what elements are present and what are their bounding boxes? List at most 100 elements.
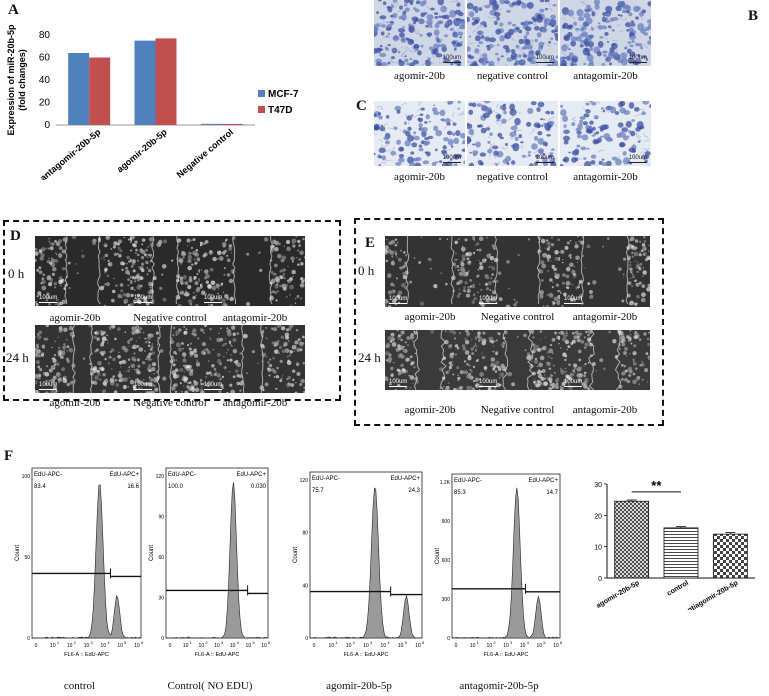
flow-xlabel: FL6-A :: EdU-APC bbox=[344, 652, 389, 658]
panel-d-frame bbox=[3, 220, 341, 401]
flow-plot-frame bbox=[451, 473, 561, 639]
flow-xtick: 10 bbox=[487, 643, 493, 649]
flow-xlabel: FL6-A :: EdU-APC bbox=[484, 652, 529, 658]
flow-xtick: 10 bbox=[415, 643, 421, 649]
wound-d-caption: Negative control bbox=[133, 312, 207, 324]
wound-d-0-2-image: 100um bbox=[200, 236, 305, 306]
wound-e-caption: agomir-20b bbox=[404, 404, 456, 416]
chart-f-bar bbox=[712, 533, 748, 579]
micro-b-2-image: 100um bbox=[560, 0, 651, 66]
chart-a-ytick: 60 bbox=[39, 53, 51, 64]
panel-e-row-0h: 0 h bbox=[358, 263, 375, 278]
flow-xtick-exp: 2 bbox=[205, 640, 208, 645]
flow-ytick: 50 bbox=[24, 555, 30, 561]
flow-xtick-exp: 4 bbox=[527, 640, 530, 645]
chart-f-ytick: 0 bbox=[598, 576, 602, 583]
flow-gate-left-label: EdU-APC- bbox=[168, 472, 196, 478]
chart-f-ytick: 30 bbox=[594, 482, 602, 489]
wound-d-0-2-scalebar: 100um bbox=[204, 295, 223, 303]
flow-xtick-exp: 1 bbox=[335, 640, 338, 645]
flow-xtick: 10 bbox=[84, 643, 90, 649]
flow-xtick-exp: 3 bbox=[221, 640, 224, 645]
flow-ylabel: Count bbox=[149, 545, 155, 561]
flow-ytick: 30 bbox=[158, 596, 164, 602]
wound-e-1-2-image: 100um bbox=[560, 330, 650, 390]
panel-d-row-0h: 0 h bbox=[8, 266, 25, 281]
wound-e-1-2-scalebar: 100um bbox=[564, 379, 583, 387]
panel-d-row-24h: 24 h bbox=[6, 350, 29, 365]
flow-xtick-exp: 2 bbox=[353, 640, 356, 645]
flow-xtick-exp: 5 bbox=[124, 640, 127, 645]
flow-xtick: 0 bbox=[35, 643, 38, 649]
wound-d-1-2-image: 100um bbox=[200, 325, 305, 393]
wound-e-1-1-image: 100um bbox=[475, 330, 560, 390]
flow-ylabel: Count bbox=[15, 545, 21, 561]
flow-histogram-curve bbox=[165, 482, 269, 639]
flow-xtick: 10 bbox=[329, 643, 335, 649]
flow-ytick: 40 bbox=[302, 583, 308, 589]
flow-ytick: 0 bbox=[305, 636, 308, 642]
micro-c-caption: negative control bbox=[476, 171, 549, 183]
flow-gate-left-label: EdU-APC- bbox=[312, 476, 340, 482]
wound-d-caption: antagomir-20b bbox=[222, 397, 288, 409]
micro-b-2-scalebar: 100um bbox=[628, 55, 647, 63]
flow-histogram-curve bbox=[309, 487, 423, 639]
wound-d-caption: agomir-20b bbox=[49, 312, 101, 324]
flow-histogram-curve bbox=[32, 484, 142, 639]
flow-xtick: 10 bbox=[520, 643, 526, 649]
flow-ytick: 120 bbox=[300, 478, 309, 484]
micro-c-2-image: 100um bbox=[560, 101, 651, 166]
flow-xlabel: FL6-A :: EdU-APC bbox=[195, 652, 240, 658]
chart-f-bar bbox=[663, 527, 699, 579]
wound-d-0-0-image: 100um bbox=[35, 236, 130, 306]
panel-label-e: E bbox=[365, 235, 376, 251]
chart-a-bar bbox=[89, 57, 111, 125]
flow-gate-left-label: EdU-APC- bbox=[454, 478, 482, 484]
flow-gate-right-pct: 0.030 bbox=[251, 484, 267, 490]
flow-ytick: 600 bbox=[442, 558, 451, 564]
flow-xtick-exp: 6 bbox=[560, 640, 563, 645]
flow-xtick: 10 bbox=[214, 643, 220, 649]
flow-xtick: 0 bbox=[455, 643, 458, 649]
flow-xtick: 10 bbox=[246, 643, 252, 649]
flow-plot-frame bbox=[31, 467, 142, 639]
wound-e-0-2-scalebar: 100um bbox=[564, 296, 583, 304]
flow-xtick: 10 bbox=[134, 643, 140, 649]
flow-ytick: 100 bbox=[22, 474, 31, 480]
chart-a-ytick: 40 bbox=[39, 75, 51, 86]
wound-e-1-1-scalebar: 100um bbox=[479, 379, 498, 387]
micro-c-1-scalebar: 100um bbox=[535, 155, 554, 163]
chart-a-bar bbox=[200, 123, 222, 125]
flow-xtick-exp: 5 bbox=[543, 640, 546, 645]
chart-a-legend-swatch bbox=[258, 90, 265, 97]
wound-d-1-1-image: 100um bbox=[130, 325, 200, 393]
chart-a-ylabel: (fold changes) bbox=[17, 49, 27, 111]
flow-gate-left-pct: 85.3 bbox=[454, 490, 466, 496]
micro-c-0-scalebar: 100um bbox=[442, 155, 461, 163]
flow-xtick: 10 bbox=[363, 643, 369, 649]
flow-xtick: 10 bbox=[503, 643, 509, 649]
flow-xtick: 10 bbox=[398, 643, 404, 649]
wound-d-1-0-scalebar: 100um bbox=[39, 382, 58, 390]
flow-xtick-exp: 2 bbox=[493, 640, 496, 645]
flow-ytick: 900 bbox=[442, 519, 451, 525]
chart-a-ytick: 80 bbox=[39, 30, 51, 41]
flow-plot-frame bbox=[165, 467, 269, 639]
flow-xtick-exp: 4 bbox=[237, 640, 240, 645]
flow-gate-right-label: EdU-APC+ bbox=[390, 476, 420, 482]
wound-d-0-1-image: 100um bbox=[130, 236, 200, 306]
flow-xlabel: FL6-A :: EdU-APC bbox=[64, 652, 109, 658]
flow-ylabel: Count bbox=[435, 548, 441, 564]
flow-xtick: 10 bbox=[50, 643, 56, 649]
flow-xtick: 10 bbox=[346, 643, 352, 649]
flow-xtick-exp: 5 bbox=[405, 640, 408, 645]
flow-xtick: 10 bbox=[117, 643, 123, 649]
flow-xtick-exp: 6 bbox=[268, 640, 271, 645]
chart-a-category-label: antagomir-20b-5p bbox=[38, 127, 103, 180]
wound-e-caption: antagomir-20b bbox=[572, 404, 638, 416]
chart-a-bar bbox=[221, 123, 243, 125]
flow-gate-right-pct: 16.6 bbox=[127, 484, 139, 490]
chart-f-category-label: antiagomir-20b-5p bbox=[683, 580, 739, 610]
